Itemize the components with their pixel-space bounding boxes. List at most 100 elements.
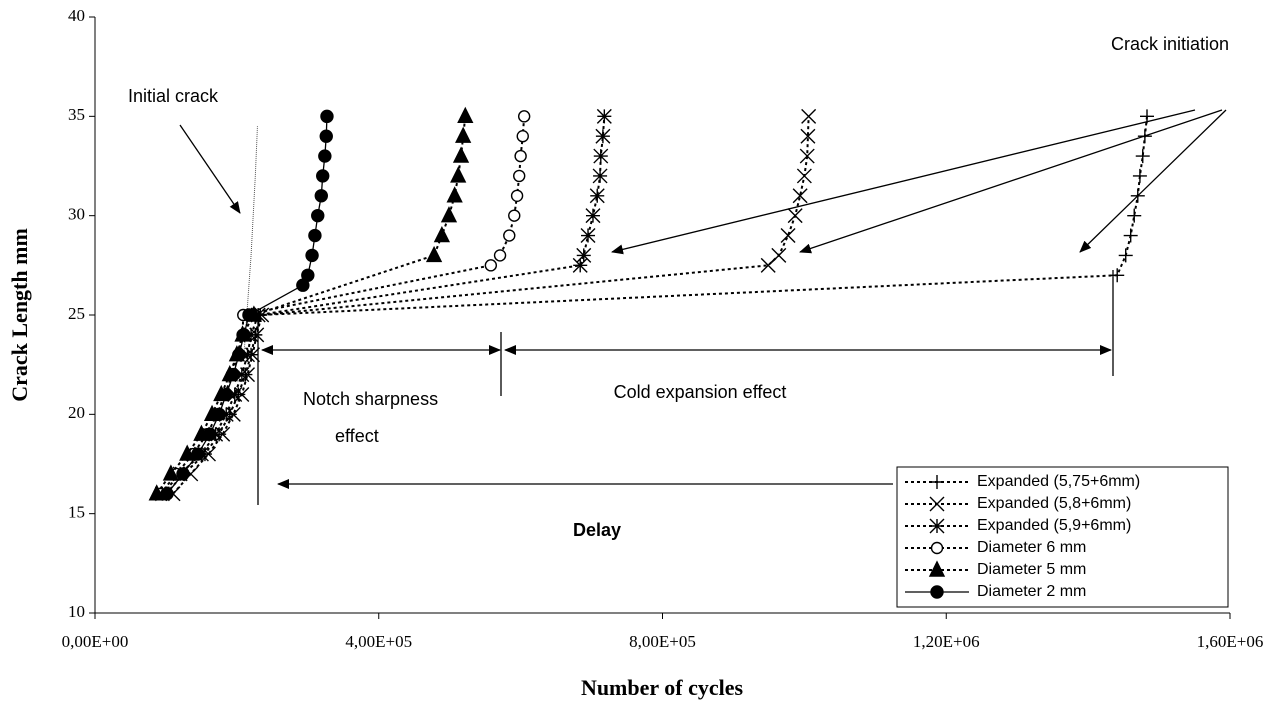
point: [585, 208, 601, 224]
point: [452, 146, 470, 163]
annotation-arrows: [179, 109, 1227, 505]
point: [176, 467, 190, 481]
point: [316, 169, 330, 183]
point: [572, 257, 588, 273]
point: [160, 487, 174, 501]
point: [595, 128, 611, 144]
legend-marker: [929, 518, 945, 534]
series-line: [172, 116, 810, 495]
annotation: Notch sharpness: [303, 389, 438, 409]
point: [1123, 228, 1138, 243]
point: [800, 128, 816, 144]
series-line: [161, 116, 606, 495]
legend-marker: [930, 541, 944, 555]
point: [1132, 168, 1147, 183]
point: [243, 327, 259, 343]
point: [234, 367, 250, 383]
point: [771, 247, 787, 263]
point: [219, 387, 233, 402]
point: [318, 149, 332, 163]
point: [237, 328, 251, 342]
annotation: effect: [335, 426, 379, 446]
y-tick-label: 15: [68, 503, 85, 522]
point: [319, 129, 333, 143]
point: [517, 110, 531, 123]
x-tick-label: 8,00E+05: [629, 632, 696, 651]
point: [227, 386, 243, 402]
point: [203, 427, 217, 441]
point: [450, 166, 467, 183]
point: [1110, 268, 1125, 283]
point: [308, 228, 322, 243]
arrow: [611, 109, 1196, 255]
point: [593, 148, 609, 164]
point: [314, 189, 328, 203]
point: [226, 367, 241, 382]
legend-marker: [928, 560, 946, 577]
point: [433, 225, 451, 243]
point: [1127, 208, 1142, 223]
legend-marker: [930, 585, 944, 599]
point: [801, 108, 817, 124]
point: [240, 347, 256, 363]
x-axis-title: Number of cycles: [581, 675, 744, 700]
point: [425, 245, 443, 263]
point: [799, 148, 815, 164]
x-tick-label: 0,00E+00: [62, 632, 129, 651]
point: [242, 308, 256, 322]
point: [179, 444, 196, 461]
point: [446, 186, 463, 203]
point: [484, 259, 498, 272]
legend-label: Diameter 6 mm: [977, 539, 1086, 556]
arrow: [799, 109, 1223, 254]
y-axis-title: Crack Length mm: [7, 228, 32, 402]
x-tick-label: 1,20E+06: [913, 632, 980, 651]
legend-label: Expanded (5,9+6mm): [977, 517, 1131, 534]
point: [440, 206, 458, 223]
point: [218, 406, 234, 422]
point: [305, 248, 319, 263]
x-tick-label: 1,60E+06: [1197, 632, 1264, 651]
arrow: [179, 124, 241, 214]
annotation: Cold expansion effect: [614, 382, 787, 402]
point: [787, 208, 803, 224]
point: [1137, 129, 1152, 144]
legend-label: Expanded (5,75+6mm): [977, 473, 1140, 490]
point: [301, 268, 315, 282]
point: [162, 464, 180, 481]
point: [516, 129, 529, 143]
y-tick-label: 10: [68, 602, 85, 621]
legend-marker: [930, 475, 944, 489]
y-tick-label: 25: [68, 304, 85, 323]
point: [212, 407, 226, 422]
point: [796, 168, 812, 184]
point: [457, 106, 474, 124]
y-tick-label: 20: [68, 403, 85, 422]
point: [1140, 109, 1154, 124]
point: [792, 188, 808, 204]
legend-label: Diameter 5 mm: [977, 561, 1086, 578]
point: [589, 188, 605, 204]
legend-marker: [929, 496, 945, 512]
legend-box: [896, 466, 1229, 608]
point: [234, 386, 250, 402]
point: [455, 126, 472, 143]
annotation: Initial crack: [128, 86, 219, 106]
series-line: [165, 116, 1148, 495]
point: [1118, 248, 1133, 263]
annotation: Delay: [573, 520, 621, 540]
point: [510, 189, 524, 203]
point: [592, 168, 608, 184]
annotation: Crack initiation: [1111, 34, 1229, 54]
point: [320, 109, 334, 124]
point: [513, 169, 526, 183]
x-tick-label: 4,00E+05: [345, 632, 412, 651]
legend-label: Diameter 2 mm: [977, 583, 1086, 600]
point: [225, 406, 241, 422]
point: [311, 208, 325, 223]
arrow: [1079, 109, 1227, 253]
point: [780, 228, 796, 244]
point: [493, 249, 507, 262]
legend-label: Expanded (5,8+6mm): [977, 495, 1131, 512]
